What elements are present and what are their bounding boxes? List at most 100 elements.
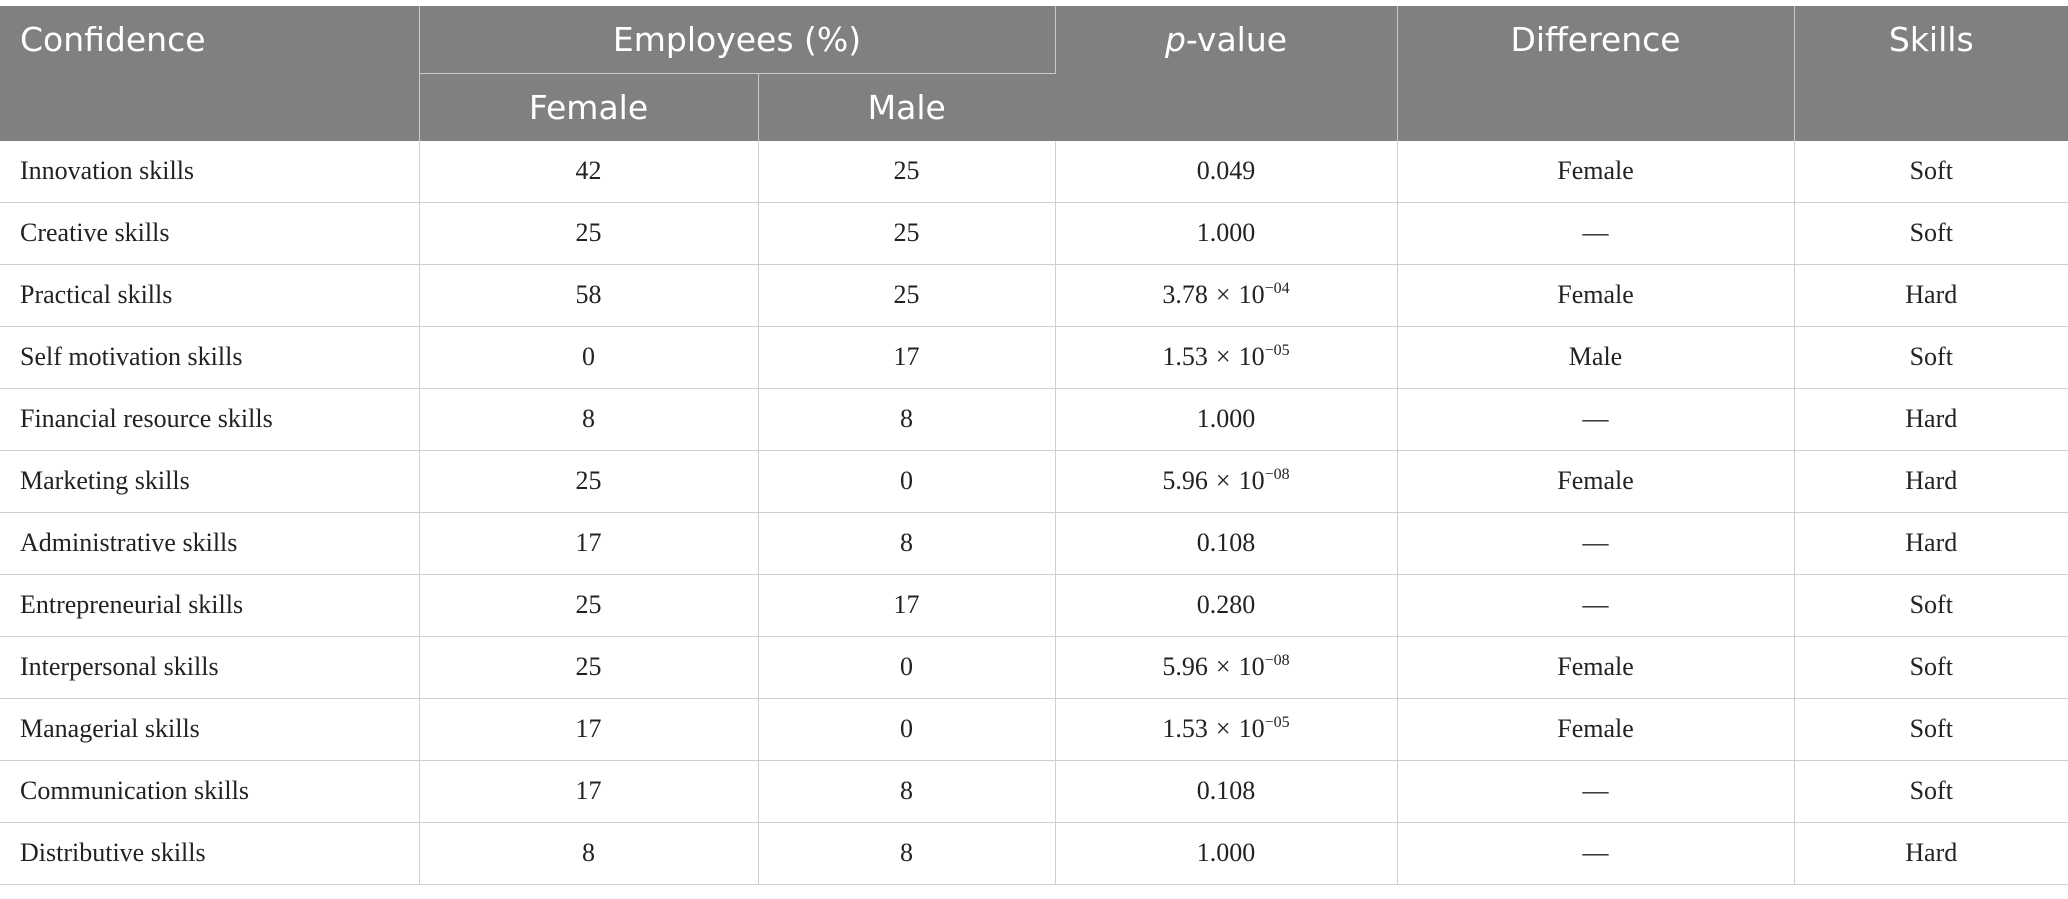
female-percent-cell: 0 — [419, 326, 759, 389]
p-value-mantissa: 0.108 — [1196, 776, 1256, 805]
p-value-mantissa: 5.96 — [1162, 652, 1208, 681]
p-value-cell: 1.53 × 10−05 — [1055, 698, 1398, 761]
p-value-cell: 1.000 — [1055, 388, 1398, 451]
male-percent-cell: 0 — [758, 698, 1056, 761]
skill-type-cell: Soft — [1794, 760, 2068, 823]
male-percent-cell: 8 — [758, 512, 1056, 575]
difference-cell: Female — [1397, 140, 1795, 203]
skill-type-cell: Hard — [1794, 450, 2068, 513]
female-percent-cell: 25 — [419, 574, 759, 637]
p-value-mantissa: 1.000 — [1196, 838, 1256, 867]
table-row: Managerial skills 17 0 1.53 × 10−05 Female Soft — [0, 698, 2068, 761]
difference-cell: Female — [1397, 698, 1795, 761]
skill-type-cell: Soft — [1794, 698, 2068, 761]
p-value-exponent: −08 — [1264, 466, 1290, 483]
male-percent-cell: 8 — [758, 822, 1056, 885]
table-row: Distributive skills 8 8 1.000— Hard — [0, 822, 2068, 885]
skill-type-cell: Hard — [1794, 264, 2068, 327]
table-row: Self motivation skills 0 17 1.53 × 10−05 Male S… — [0, 326, 2068, 389]
male-percent-cell: 17 — [758, 574, 1056, 637]
difference-cell: Female — [1397, 450, 1795, 513]
difference-cell: — — [1397, 388, 1795, 451]
skill-name-cell: Communication skills — [0, 760, 420, 823]
times-sign: × — [1215, 466, 1231, 495]
skill-name-cell: Distributive skills — [0, 822, 420, 885]
p-value-base: 10 — [1238, 280, 1265, 309]
table-row: Innovation skills 42 25 0.049 Female Soft — [0, 140, 2068, 203]
difference-cell: Male — [1397, 326, 1795, 389]
skill-name-cell: Interpersonal skills — [0, 636, 420, 699]
times-sign: × — [1215, 652, 1231, 681]
table-row: Communication skills 17 8 0.108 — Soft — [0, 760, 2068, 823]
p-value-cell: 3.78 × 10−04 — [1055, 264, 1398, 327]
times-sign: × — [1215, 280, 1231, 309]
header-female: Female — [419, 73, 759, 141]
p-value-mantissa: 0.108 — [1196, 528, 1256, 557]
difference-cell: — — [1397, 202, 1795, 265]
header-employees: Employees (%) — [419, 6, 1056, 74]
table-row: Entrepreneurial skills 25 17 0.280 — Soft — [0, 574, 2068, 637]
p-value-cell: 0.108 — [1055, 512, 1398, 575]
p-value-cell: 5.96 × 10−08 — [1055, 636, 1398, 699]
male-percent-cell: 25 — [758, 202, 1056, 265]
female-percent-cell: 8 — [419, 822, 759, 885]
female-percent-cell: 42 — [419, 140, 759, 203]
skill-type-cell: Soft — [1794, 636, 2068, 699]
header-p-value: p-value — [1055, 6, 1398, 141]
table-row: Creative skills 25 25 1.000— Soft — [0, 202, 2068, 265]
p-value-mantissa: 0.280 — [1196, 590, 1256, 619]
header-p-italic: p — [1164, 20, 1186, 59]
skill-name-cell: Marketing skills — [0, 450, 420, 513]
header-difference: Difference — [1397, 6, 1795, 141]
p-value-base: 10 — [1238, 652, 1265, 681]
skill-name-cell: Self motivation skills — [0, 326, 420, 389]
female-percent-cell: 25 — [419, 202, 759, 265]
p-value-mantissa: 1.000 — [1196, 404, 1256, 433]
p-value-mantissa: 5.96 — [1162, 466, 1208, 495]
table-row: Interpersonal skills 25 0 5.96 × 10−08 Female S… — [0, 636, 2068, 699]
p-value-mantissa: 1.000 — [1196, 218, 1256, 247]
p-value-exponent: −05 — [1264, 714, 1290, 731]
skill-name-cell: Managerial skills — [0, 698, 420, 761]
difference-cell: — — [1397, 574, 1795, 637]
male-percent-cell: 8 — [758, 388, 1056, 451]
p-value-mantissa: 1.53 — [1162, 714, 1208, 743]
header-skills: Skills — [1794, 6, 2068, 141]
p-value-exponent: −05 — [1264, 342, 1290, 359]
header-male: Male — [758, 73, 1056, 141]
skill-name-cell: Entrepreneurial skills — [0, 574, 420, 637]
skills-confidence-table: Confidence Employees (%) p-value Differe… — [0, 6, 2068, 885]
times-sign: × — [1215, 714, 1231, 743]
skill-type-cell: Hard — [1794, 388, 2068, 451]
female-percent-cell: 58 — [419, 264, 759, 327]
p-value-mantissa: 1.53 — [1162, 342, 1208, 371]
difference-cell: — — [1397, 760, 1795, 823]
skill-name-cell: Innovation skills — [0, 140, 420, 203]
p-value-cell: 0.280 — [1055, 574, 1398, 637]
female-percent-cell: 17 — [419, 698, 759, 761]
skill-name-cell: Practical skills — [0, 264, 420, 327]
female-percent-cell: 25 — [419, 450, 759, 513]
p-value-cell: 5.96 × 10−08 — [1055, 450, 1398, 513]
table-row: Administrative skills 17 8 0.108 — Hard — [0, 512, 2068, 575]
p-value-mantissa: 0.049 — [1196, 156, 1256, 185]
skill-type-cell: Soft — [1794, 140, 2068, 203]
male-percent-cell: 25 — [758, 264, 1056, 327]
times-sign: × — [1215, 342, 1231, 371]
female-percent-cell: 17 — [419, 512, 759, 575]
skill-type-cell: Soft — [1794, 574, 2068, 637]
difference-cell: Female — [1397, 264, 1795, 327]
skill-name-cell: Financial resource skills — [0, 388, 420, 451]
table-row: Marketing skills 25 0 5.96 × 10−08 Female Hard — [0, 450, 2068, 513]
p-value-mantissa: 3.78 — [1162, 280, 1208, 309]
female-percent-cell: 17 — [419, 760, 759, 823]
p-value-cell: 1.000 — [1055, 822, 1398, 885]
skill-name-cell: Creative skills — [0, 202, 420, 265]
p-value-cell: 0.108 — [1055, 760, 1398, 823]
p-value-base: 10 — [1238, 714, 1265, 743]
skill-type-cell: Hard — [1794, 512, 2068, 575]
male-percent-cell: 25 — [758, 140, 1056, 203]
female-percent-cell: 8 — [419, 388, 759, 451]
difference-cell: — — [1397, 512, 1795, 575]
table-row: Financial resource skills 8 8 1.000— Hard — [0, 388, 2068, 451]
